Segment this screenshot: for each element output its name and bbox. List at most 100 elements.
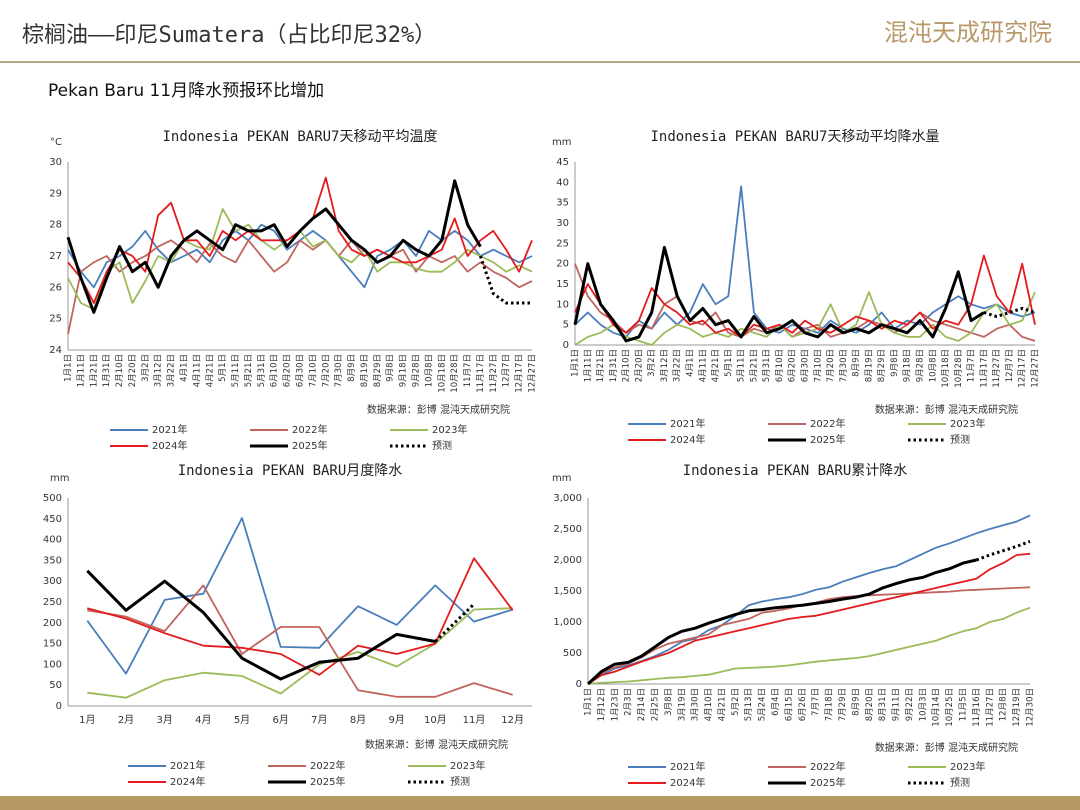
x-tick-label: 12月: [501, 714, 524, 726]
x-tick-label: 5月21日: [244, 354, 254, 387]
legend-label: 2023年: [450, 759, 485, 772]
series-line: [86, 569, 436, 681]
x-tick-label: 4月21日: [205, 354, 215, 387]
x-tick-label: 7月30日: [839, 349, 849, 382]
x-tick-label: 10月18日: [941, 349, 951, 388]
y-tick-label: 30: [556, 218, 569, 229]
x-tick-label: 11月: [463, 714, 486, 726]
legend-label: 2021年: [670, 760, 705, 773]
source-note: 数据来源：彭博 混沌天成研究院: [875, 403, 1018, 416]
legend-label: 2021年: [170, 759, 205, 772]
source-note: 数据来源：彭博 混沌天成研究院: [875, 741, 1018, 754]
x-tick-label: 5月: [234, 714, 250, 726]
y-tick-label: 28: [49, 220, 62, 231]
x-tick-label: 9月8日: [890, 349, 900, 377]
x-tick-label: 1月11日: [583, 349, 593, 382]
x-tick-label: 4月: [195, 714, 211, 726]
legend-label: 2025年: [810, 776, 845, 789]
x-tick-label: 1月: [79, 714, 95, 726]
legend-label: 2024年: [670, 776, 705, 789]
x-tick-label: 2月20日: [128, 354, 138, 387]
x-tick-label: 1月1日: [571, 349, 581, 377]
x-tick-label: 7月29日: [838, 688, 848, 721]
legend-label: 2022年: [310, 759, 345, 772]
x-tick-label: 9月11日: [892, 688, 902, 721]
x-tick-label: 6月15日: [784, 688, 794, 721]
x-tick-label: 2月3日: [624, 688, 634, 716]
x-tick-label: 11月17日: [476, 354, 486, 393]
x-tick-label: 7月30日: [334, 354, 344, 387]
x-tick-label: 2月14日: [637, 688, 647, 721]
x-tick-label: 10月28日: [450, 354, 460, 393]
x-tick-label: 11月7日: [967, 349, 977, 382]
slide-title: 棕榈油——印尼Sumatera（占比印尼32%）: [22, 23, 436, 48]
y-tick-label: 250: [43, 597, 62, 608]
x-tick-label: 6月20日: [283, 354, 293, 387]
x-tick-label: 11月16日: [972, 688, 982, 727]
series-line: [574, 254, 1036, 338]
x-tick-label: 7月18日: [825, 688, 835, 721]
x-tick-label: 1月23日: [610, 688, 620, 721]
y-tick-label: 0: [56, 701, 62, 712]
x-tick-label: 5月24日: [758, 688, 768, 721]
series-line: [573, 245, 985, 343]
x-tick-label: 9月18日: [903, 349, 913, 382]
y-unit: mm: [552, 137, 571, 148]
y-tick-label: 1,500: [553, 586, 582, 597]
x-tick-label: 5月2日: [731, 688, 741, 716]
legend-label: 2025年: [810, 433, 845, 446]
y-tick-label: 25: [556, 238, 569, 249]
x-tick-label: 2月10日: [115, 354, 125, 387]
x-tick-label: 10月3日: [918, 688, 928, 721]
series-line: [434, 603, 476, 643]
legend-label: 预测: [450, 775, 470, 788]
x-tick-label: 12月8日: [999, 688, 1009, 721]
x-tick-label: 11月5日: [959, 688, 969, 721]
x-tick-label: 5月31日: [257, 354, 267, 387]
y-tick-label: 100: [43, 659, 62, 670]
legend-label: 预测: [432, 439, 452, 452]
series-line: [587, 552, 1031, 685]
x-tick-label: 3月30日: [691, 688, 701, 721]
x-tick-label: 7月10日: [308, 354, 318, 387]
legend-label: 2021年: [152, 423, 187, 436]
y-tick-label: 26: [49, 282, 62, 293]
x-tick-label: 11月7日: [463, 354, 473, 387]
chart-title: Indonesia PEKAN BARU月度降水: [178, 463, 403, 479]
y-tick-label: 30: [49, 157, 62, 168]
series-line: [87, 584, 513, 698]
x-tick-label: 5月11日: [737, 349, 747, 382]
x-tick-label: 4月1日: [686, 349, 696, 377]
x-tick-label: 2月20日: [634, 349, 644, 382]
y-tick-label: 0: [576, 679, 582, 690]
x-tick-label: 3月2日: [141, 354, 151, 382]
series-line: [975, 539, 1031, 562]
x-tick-label: 1月21日: [596, 349, 606, 382]
x-tick-label: 9月18日: [399, 354, 409, 387]
y-tick-label: 2,000: [553, 555, 582, 566]
y-tick-label: 400: [43, 535, 62, 546]
y-tick-label: 50: [49, 680, 62, 691]
legend-label: 2022年: [810, 760, 845, 773]
x-tick-label: 1月11日: [76, 354, 86, 387]
x-tick-label: 8月19日: [360, 354, 370, 387]
series-line: [67, 239, 533, 335]
series-line: [983, 306, 1036, 318]
series-line: [87, 607, 513, 699]
y-tick-label: 150: [43, 639, 62, 650]
x-tick-label: 6月10日: [775, 349, 785, 382]
x-tick-label: 6月20日: [788, 349, 798, 382]
x-tick-label: 4月11日: [192, 354, 202, 387]
x-tick-label: 10月8日: [928, 349, 938, 382]
series-line: [86, 517, 513, 675]
x-tick-label: 5月21日: [749, 349, 759, 382]
x-tick-label: 2月10日: [622, 349, 632, 382]
x-tick-label: 2月: [118, 714, 134, 726]
y-tick-label: 500: [43, 493, 62, 504]
x-tick-label: 3月2日: [647, 349, 657, 377]
x-tick-label: 8月9日: [852, 349, 862, 377]
x-tick-label: 6月26日: [798, 688, 808, 721]
y-tick-label: 29: [49, 188, 62, 199]
series-line: [587, 514, 1031, 685]
